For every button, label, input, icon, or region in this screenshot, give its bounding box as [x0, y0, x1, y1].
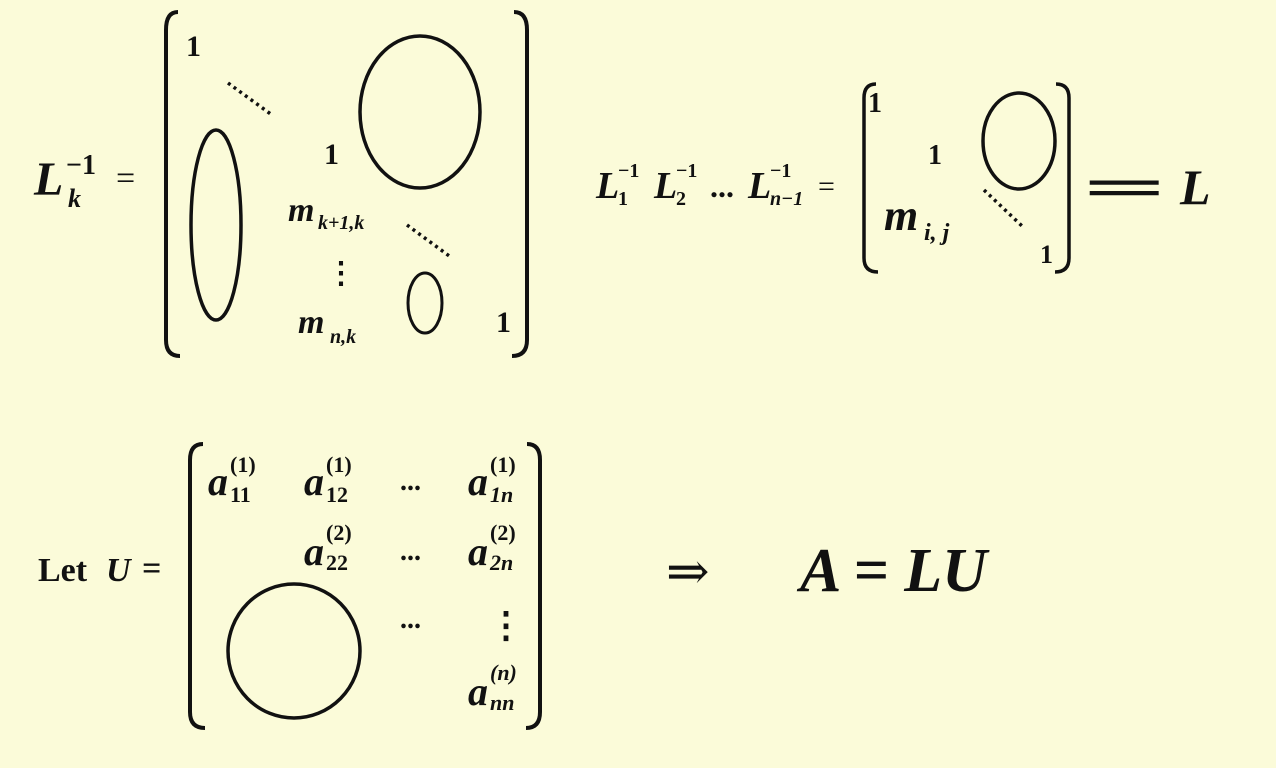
ann-sub: nn	[490, 690, 515, 715]
lower-ellipse-1	[189, 128, 243, 322]
u-label: U	[106, 552, 131, 589]
ln-sup: −1	[770, 160, 792, 182]
a-equals-lu: A = LU	[800, 537, 987, 605]
l1-sup: −1	[618, 160, 640, 182]
ln-sub: n−1	[770, 188, 804, 210]
m-k1k-sub: k+1,k	[318, 212, 365, 234]
row1-dots: ...	[400, 466, 421, 497]
lower-zero-circle-3	[226, 582, 362, 720]
row2-dots: ...	[400, 536, 421, 567]
a11-sup: (1)	[230, 452, 256, 477]
let-label: Let	[38, 552, 88, 589]
lk-inv-base: L	[34, 153, 64, 206]
a1n-sub: 1n	[490, 482, 514, 507]
a22-sup: (2)	[326, 520, 352, 545]
l2-sub: 2	[676, 188, 686, 210]
implies-arrow: ⇒	[666, 544, 710, 601]
one-bottom-1: 1	[496, 306, 511, 339]
equals-3: =	[142, 550, 162, 587]
l1-base: L	[596, 165, 620, 207]
a12-sup: (1)	[326, 452, 352, 477]
row3-vdots: ⋮	[488, 605, 524, 645]
left-bracket-2	[862, 82, 879, 274]
left-bracket-1	[164, 10, 181, 358]
a2n-base: a	[468, 529, 488, 574]
left-bracket-3	[188, 442, 206, 730]
m-ij-sub: i, j	[924, 220, 950, 246]
ann-sup: (n)	[490, 660, 517, 685]
equals-2: =	[818, 170, 835, 203]
diag-dots-2	[982, 188, 1024, 228]
vdots-1: ⋮	[326, 257, 356, 290]
right-bracket-3	[525, 442, 542, 730]
m-nk-base: m	[298, 304, 325, 341]
right-bracket-2	[1054, 82, 1071, 274]
small-ellipse-1	[406, 271, 444, 335]
a1n-sup: (1)	[490, 452, 516, 477]
m-k1k-base: m	[288, 192, 315, 229]
a12-sub: 12	[326, 482, 348, 507]
one-mid-1: 1	[324, 138, 339, 171]
a12-base: a	[304, 459, 324, 504]
row3-dots: ...	[400, 604, 421, 635]
dots-2: ...	[710, 168, 734, 204]
a11-sub: 11	[230, 482, 251, 507]
one-top-1: 1	[186, 30, 201, 63]
m-ij-base: m	[884, 191, 919, 240]
diag-dots-1a	[226, 81, 274, 117]
l2-base: L	[654, 165, 678, 207]
one-bottom-2: 1	[1040, 240, 1053, 269]
a22-base: a	[304, 529, 324, 574]
a22-sub: 22	[326, 550, 348, 575]
m-nk-sub: n,k	[330, 326, 357, 348]
a2n-sup: (2)	[490, 520, 516, 545]
right-bracket-1	[511, 10, 529, 358]
lk-inv-sup: −1	[66, 150, 96, 181]
upper-zero-ellipse-1	[358, 34, 482, 190]
a1n-base: a	[468, 459, 488, 504]
double-equals: ═	[1090, 153, 1159, 219]
equals-1: =	[116, 160, 136, 197]
a2n-sub: 2n	[490, 550, 514, 575]
one-top-2: 1	[868, 88, 882, 119]
lk-inv-sub: k	[68, 184, 81, 213]
rhs-l: L	[1180, 159, 1211, 215]
ln-base: L	[748, 165, 772, 207]
l2-sup: −1	[676, 160, 698, 182]
a11-base: a	[208, 459, 228, 504]
one-mid-2: 1	[928, 140, 942, 171]
diag-dots-1b	[405, 223, 454, 260]
upper-zero-ellipse-2	[981, 91, 1057, 191]
l1-sub: 1	[618, 188, 628, 210]
ann-base: a	[468, 669, 488, 714]
